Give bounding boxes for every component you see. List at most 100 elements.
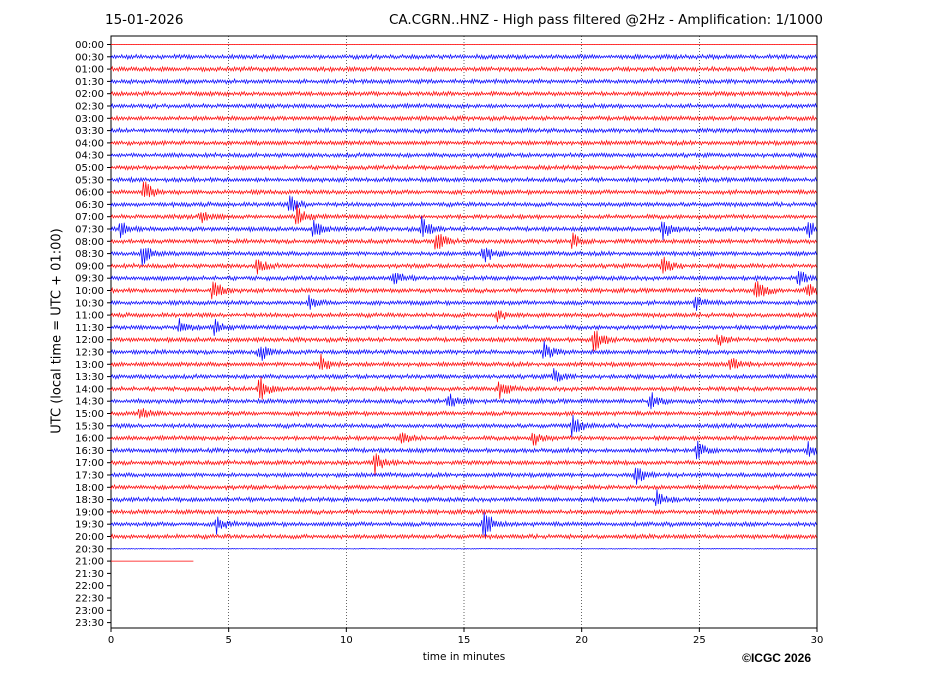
- trace-1830: [110, 489, 817, 507]
- y-tick-label: 12:00: [75, 335, 104, 346]
- trace-1000: [110, 281, 817, 300]
- y-tick-label: 21:30: [75, 569, 104, 580]
- trace-0030: [110, 53, 817, 61]
- trace-0630: [110, 195, 817, 212]
- y-tick-label: 14:00: [75, 384, 104, 395]
- trace-1630: [110, 440, 817, 460]
- y-tick-label: 11:30: [75, 323, 104, 334]
- copyright-credit: ©ICGC 2026: [742, 651, 811, 665]
- y-tick-label: 00:30: [75, 52, 104, 63]
- y-tick-label: 23:30: [75, 618, 104, 629]
- y-tick-label: 09:30: [75, 274, 104, 285]
- y-tick-label: 02:30: [75, 102, 104, 113]
- y-tick-label: 17:00: [75, 458, 104, 469]
- y-tick-label: 22:00: [75, 581, 104, 592]
- trace-0230: [110, 102, 817, 110]
- x-tick-label: 20: [575, 635, 588, 646]
- chart-date: 15-01-2026: [105, 12, 184, 28]
- y-tick-label: 18:30: [75, 495, 104, 506]
- y-tick-label: 14:30: [75, 397, 104, 408]
- y-tick-label: 01:00: [75, 65, 104, 76]
- y-tick-label: 04:30: [75, 151, 104, 162]
- y-tick-label: 15:30: [75, 421, 104, 432]
- y-tick-label: 10:30: [75, 298, 104, 309]
- x-tick-label: 25: [693, 635, 706, 646]
- trace-0700: [110, 204, 817, 225]
- trace-2030: [110, 547, 817, 550]
- y-tick-label: 19:00: [75, 507, 104, 518]
- trace-1500: [110, 408, 817, 419]
- trace-1200: [110, 330, 817, 352]
- trace-1430: [110, 392, 817, 410]
- y-tick-label: 21:00: [75, 557, 104, 568]
- trace-0130: [110, 77, 817, 85]
- trace-0600: [110, 181, 817, 198]
- y-axis-label: UTC (local time = UTC + 01:00): [49, 228, 65, 434]
- y-tick-label: 02:00: [75, 89, 104, 100]
- trace-1230: [110, 340, 817, 361]
- y-tick-label: 00:00: [75, 40, 104, 51]
- y-tick-label: 06:30: [75, 200, 104, 211]
- trace-0730: [110, 215, 817, 241]
- trace-1400: [110, 376, 817, 400]
- x-tick-label: 10: [340, 635, 353, 646]
- y-tick-label: 03:30: [75, 126, 104, 137]
- trace-0100: [110, 65, 817, 73]
- y-tick-label: 07:30: [75, 225, 104, 236]
- trace-0200: [110, 90, 817, 98]
- trace-0900: [110, 256, 817, 275]
- y-tick-label: 20:30: [75, 544, 104, 555]
- y-tick-label: 16:30: [75, 446, 104, 457]
- trace-1330: [110, 368, 817, 382]
- y-tick-label: 11:00: [75, 311, 104, 322]
- y-tick-label: 18:00: [75, 483, 104, 494]
- trace-1900: [110, 508, 817, 516]
- trace-0930: [110, 270, 817, 286]
- y-tick-label: 05:30: [75, 175, 104, 186]
- y-tick-label: 08:00: [75, 237, 104, 248]
- trace-0330: [110, 126, 817, 135]
- y-tick-label: 04:00: [75, 138, 104, 149]
- y-tick-label: 06:00: [75, 188, 104, 199]
- y-tick-label: 01:30: [75, 77, 104, 88]
- x-tick-label: 15: [458, 635, 471, 646]
- y-tick-label: 03:00: [75, 114, 104, 125]
- y-tick-label: 13:30: [75, 372, 104, 383]
- trace-0500: [110, 163, 817, 172]
- trace-0300: [110, 114, 817, 123]
- y-tick-label: 09:00: [75, 261, 104, 272]
- y-tick-label: 08:30: [75, 249, 104, 260]
- y-tick-label: 22:30: [75, 594, 104, 605]
- trace-1530: [110, 414, 817, 437]
- chart-title: CA.CGRN..HNZ - High pass filtered @2Hz -…: [388, 12, 823, 28]
- trace-1800: [110, 483, 817, 491]
- y-tick-label: 23:00: [75, 606, 104, 617]
- y-tick-label: 05:00: [75, 163, 104, 174]
- y-tick-label: 07:00: [75, 212, 104, 223]
- trace-0400: [110, 139, 817, 147]
- trace-1030: [110, 294, 817, 311]
- y-tick-label: 12:30: [75, 348, 104, 359]
- trace-1600: [110, 432, 817, 446]
- trace-0830: [110, 247, 817, 266]
- trace-1100: [110, 310, 817, 323]
- trace-0800: [110, 232, 817, 250]
- trace-0530: [110, 176, 817, 184]
- trace-1930: [110, 512, 817, 538]
- y-tick-label: 17:30: [75, 471, 104, 482]
- trace-1730: [110, 467, 817, 485]
- x-tick-label: 30: [811, 635, 824, 646]
- trace-1700: [110, 453, 817, 476]
- plot-frame: [110, 35, 818, 629]
- y-tick-label: 20:00: [75, 532, 104, 543]
- y-tick-label: 10:00: [75, 286, 104, 297]
- x-axis-label: time in minutes: [422, 651, 506, 663]
- trace-2000: [110, 532, 817, 541]
- x-tick-label: 0: [108, 635, 114, 646]
- trace-1300: [110, 353, 817, 370]
- trace-0430: [110, 151, 817, 159]
- x-tick-label: 5: [225, 635, 231, 646]
- y-tick-label: 15:00: [75, 409, 104, 420]
- y-tick-label: 16:00: [75, 434, 104, 445]
